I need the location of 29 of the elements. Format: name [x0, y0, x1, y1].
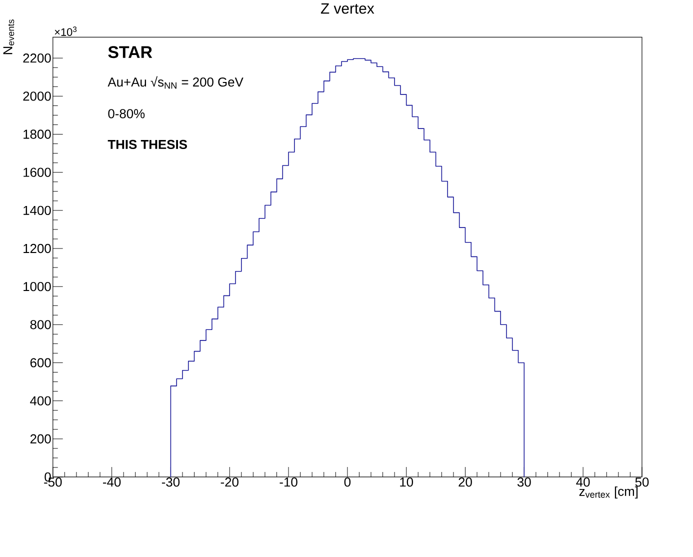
y-tick-label: 1000	[24, 282, 51, 292]
y-tick-label: 1600	[24, 168, 51, 177]
chart-title: Z vertex	[320, 3, 374, 14]
x-tick-label: 0	[344, 478, 351, 487]
annotation: STAR	[108, 46, 152, 58]
annotation: Au+Au √s$_{NN}$ = 200 GeV	[108, 76, 244, 89]
x-tick-label: 30	[517, 478, 531, 487]
annotation: 0-80%	[108, 109, 145, 118]
y-tick-label: 1400	[24, 206, 51, 216]
y-tick-label: 800	[30, 320, 51, 330]
text: ×10$^{3}$	[54, 26, 77, 36]
y-tick-label: 200	[30, 434, 51, 444]
y-tick-label: 2000	[23, 92, 51, 101]
x-tick-label: -20	[220, 478, 238, 487]
y-tick-label: 1800	[24, 130, 51, 139]
x-tick-label: 40	[576, 478, 590, 487]
y-tick-label: 1200	[24, 244, 51, 254]
x-tick-label: 10	[400, 478, 414, 487]
y-tick-label: 400	[30, 396, 51, 406]
y-tick-label: 2200	[23, 54, 51, 63]
x-tick-label: -40	[103, 478, 121, 487]
x-tick-label: 50	[635, 478, 649, 487]
y-tick-label: 600	[30, 358, 51, 368]
x-tick-label: 20	[458, 478, 472, 487]
y-axis-title: N$_{events}$	[3, 20, 14, 54]
x-axis-title: z$_{vertex}$ [cm]	[579, 486, 638, 499]
x-tick-label: -10	[280, 478, 298, 487]
annotation: THIS THESIS	[108, 140, 187, 150]
x-tick-label: -30	[162, 478, 180, 487]
